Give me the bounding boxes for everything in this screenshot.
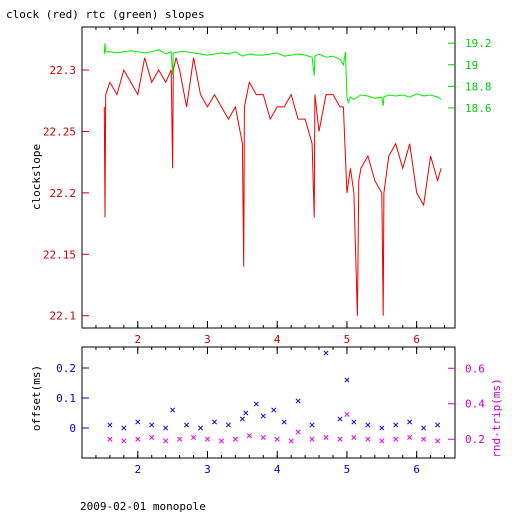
left-y-tick-label: 22.2 (50, 187, 77, 200)
right-y-tick-label: 18.6 (465, 102, 492, 115)
offset-point (365, 422, 371, 428)
rndtrip-point (274, 436, 280, 442)
rndtrip-point (288, 438, 294, 444)
rndtrip-point (135, 436, 141, 442)
offset-point (260, 413, 266, 419)
offset-point (393, 422, 399, 428)
x-tick-label: 2 (134, 463, 141, 476)
x-tick-label: 6 (413, 463, 420, 476)
offset-point (309, 422, 315, 428)
offset-point (295, 398, 301, 404)
offset-point (351, 419, 357, 425)
left-y-tick-label: 22.15 (43, 248, 76, 261)
x-tick-label: 5 (344, 463, 351, 476)
offset-point (211, 419, 218, 425)
rndtrip-point (163, 438, 169, 444)
right-y-tick-label: 0.6 (465, 362, 485, 375)
lower-plot-frame (81, 346, 456, 459)
rndtrip-point (149, 434, 155, 440)
left-y-tick-label: 22.1 (50, 310, 77, 323)
rndtrip-point (260, 434, 266, 440)
offset-point (225, 422, 231, 428)
lower-left-y-axis-label: offset(ms) (30, 365, 43, 431)
x-tick-label: 3 (204, 463, 211, 476)
right-y-tick-label: 19 (465, 59, 478, 72)
offset-point (243, 410, 249, 416)
offset-point (337, 416, 343, 422)
left-y-tick-label: 0 (69, 422, 76, 435)
offset-point (253, 401, 259, 407)
right-y-tick-label: 0.2 (465, 433, 485, 446)
rndtrip-point (344, 411, 350, 417)
rndtrip-point (407, 434, 413, 440)
offset-point (435, 422, 441, 428)
rndtrip-point (435, 438, 441, 444)
footer-caption: 2009-02-01 monopole (80, 500, 206, 512)
offset-point (239, 416, 245, 422)
offset-point (323, 350, 329, 356)
clock-series-line (103, 57, 442, 316)
offset-point (344, 377, 350, 383)
lower-right-y-axis-label: rnd-trip(ms) (490, 378, 503, 457)
left-y-tick-label: 22.3 (50, 64, 77, 77)
rndtrip-point (177, 436, 183, 442)
offset-point (281, 419, 287, 425)
rndtrip-point (351, 434, 357, 440)
rndtrip-point (295, 429, 301, 435)
offset-point (184, 422, 190, 428)
left-y-tick-label: 0.1 (56, 392, 76, 405)
rndtrip-point (337, 436, 343, 442)
right-y-tick-label: 19.2 (465, 37, 492, 50)
x-tick-label: 4 (274, 463, 281, 476)
rndtrip-point (121, 438, 127, 444)
right-y-tick-label: 0.4 (465, 398, 485, 411)
offset-point (197, 425, 204, 431)
rndtrip-point (393, 436, 399, 442)
left-y-tick-label: 0.2 (56, 362, 76, 375)
x-tick-label: 6 (413, 333, 420, 346)
x-tick-label: 2 (134, 333, 141, 346)
lower-plot-area: 2 3 4 5 6 0.2 0.1 0 0.6 0.4 0.2 (56, 347, 485, 476)
x-tick-label: 4 (274, 333, 281, 346)
upper-plot-frame (81, 26, 456, 329)
offset-point (407, 419, 413, 425)
x-tick-label: 5 (344, 333, 351, 346)
upper-plot-area: 2 3 4 5 6 22.3 22.25 22.2 22.15 22.1 19.2 19 18.8 18.… (43, 27, 492, 346)
left-y-tick-label: 22.25 (43, 125, 76, 138)
rndtrip-point (218, 438, 224, 444)
rndtrip-point (107, 436, 113, 442)
x-tick-label: 3 (204, 333, 211, 346)
offset-point (379, 425, 385, 431)
offset-point (170, 407, 176, 413)
offset-point (149, 422, 155, 428)
rndtrip-point (190, 434, 197, 440)
right-y-tick-label: 18.8 (465, 80, 492, 93)
offset-point (107, 422, 113, 428)
rndtrip-point (309, 436, 315, 442)
rndtrip-point (232, 436, 238, 442)
chart-title: clock (red) rtc (green) slopes (6, 8, 205, 21)
rndtrip-point (204, 436, 211, 442)
upper-y-axis-label: clockslope (30, 144, 43, 210)
offset-point (421, 425, 427, 431)
rndtrip-point (246, 433, 252, 439)
rndtrip-point (365, 436, 371, 442)
offset-point (135, 419, 141, 425)
offset-point (163, 425, 169, 431)
offset-point (271, 407, 277, 413)
offset-point (121, 425, 127, 431)
rndtrip-point (421, 436, 427, 442)
rndtrip-point (379, 438, 385, 444)
rndtrip-point (323, 434, 329, 440)
rtc-series-line (103, 43, 442, 106)
